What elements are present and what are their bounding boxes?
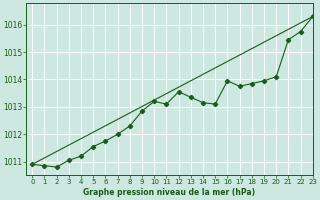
X-axis label: Graphe pression niveau de la mer (hPa): Graphe pression niveau de la mer (hPa) [84,188,256,197]
